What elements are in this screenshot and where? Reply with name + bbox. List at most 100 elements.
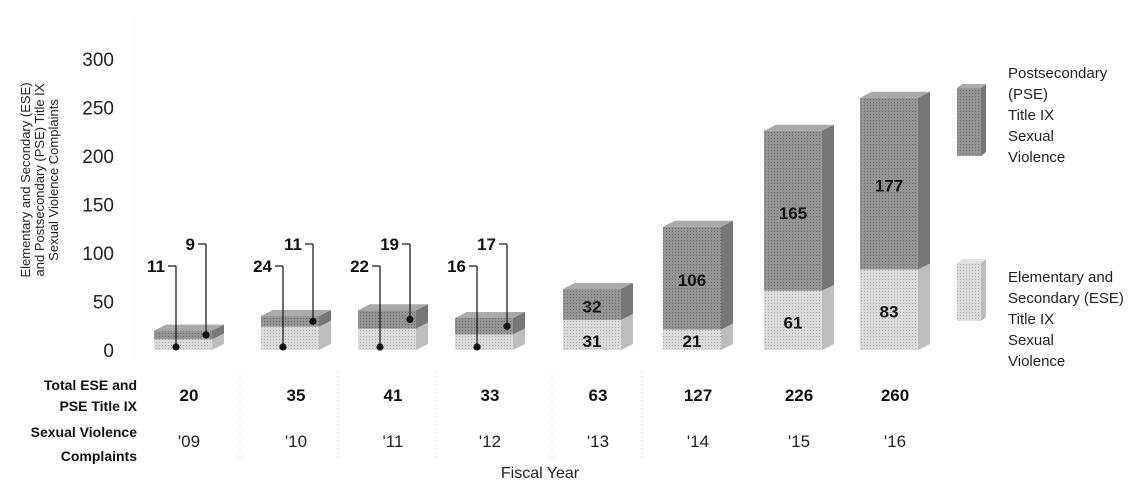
legend-swatch-ese (957, 259, 986, 321)
pse-bar (764, 130, 822, 291)
year-label: '13 (587, 432, 609, 451)
ese-bar-side (621, 313, 633, 350)
year-label: '11 (383, 432, 404, 451)
year-label: '09 (178, 432, 200, 451)
ese-bar-side (513, 328, 525, 350)
year-label: '16 (884, 432, 906, 451)
y-tick-label: 150 (82, 196, 114, 217)
x-axis-label: Fiscal Year (501, 465, 580, 482)
ese-bar (860, 269, 918, 350)
pse-leader-dot (309, 317, 317, 325)
pse-bar (358, 310, 416, 329)
totals-row-label-line: Sexual Violence (31, 424, 138, 440)
legend-label-ese-line: Title IX (1008, 311, 1054, 328)
bar-group-15: 165 61 (764, 124, 834, 350)
y-tick-label: 200 (82, 147, 114, 168)
total-value: 20 (180, 386, 199, 405)
pse-bar-side (822, 124, 834, 291)
y-tick-label: 0 (103, 341, 114, 362)
total-value: 41 (384, 386, 403, 405)
pse-leader-dot (503, 322, 511, 330)
ese-bar (764, 290, 822, 350)
bar-group-13: 32 31 (563, 282, 633, 351)
pse-bar (860, 97, 918, 270)
totals-row-label-line: Complaints (61, 448, 137, 464)
pse-value-label: 32 (583, 297, 602, 316)
pse-leader-dot (406, 315, 414, 324)
totals-row-label-line: PSE Title IX (59, 398, 137, 414)
legend-swatch-side (981, 84, 986, 156)
pse-value-label: 177 (875, 177, 903, 196)
ese-value-label: 31 (583, 332, 602, 351)
legend-label-pse-line: Title IX (1008, 107, 1054, 124)
legend-label-ese-line: Violence (1008, 353, 1065, 370)
pse-bar-top (358, 304, 428, 311)
y-tick-label: 100 (82, 244, 114, 265)
legend-label-ese-line: Sexual (1008, 332, 1054, 349)
year-label: '14 (687, 432, 709, 451)
pse-bar-side (319, 310, 331, 327)
totals-and-years: Total ESE and PSE Title IX Sexual Violence… (31, 372, 909, 464)
year-label: '15 (788, 432, 810, 451)
pse-bar (154, 330, 212, 340)
pse-bar-top (764, 124, 834, 131)
legend-label-ese-line: Elementary and (1008, 269, 1113, 286)
pse-bar (455, 317, 513, 335)
pse-callout-label: 9 (186, 235, 195, 254)
bar-group-09: 11 9 (147, 235, 224, 351)
year-label: '10 (285, 432, 307, 451)
pse-bar-side (212, 324, 224, 340)
ese-bar-side (822, 284, 834, 350)
ese-bar (261, 326, 319, 350)
ese-bar (563, 319, 621, 350)
ese-bar (455, 334, 513, 350)
pse-bar-top (154, 324, 224, 331)
legend-swatch (957, 263, 981, 321)
legend-swatch-side (981, 259, 986, 321)
y-axis-label-line: Sexual Violence Complaints (46, 99, 61, 261)
y-axis-label-line: Elementary and Secondary (ESE) (18, 82, 33, 277)
pse-bar-top (455, 311, 525, 318)
ese-bar (154, 339, 212, 350)
pse-bar-side (416, 304, 428, 329)
ese-bar-side (212, 333, 224, 350)
pse-bar-side (918, 91, 930, 270)
total-value: 226 (785, 386, 813, 405)
ese-bar-side (319, 320, 331, 350)
pse-bar (261, 316, 319, 327)
y-axis-label: Elementary and Secondary (ESE)and Postse… (18, 82, 61, 277)
pse-bar (563, 288, 621, 320)
pse-bar-top (860, 91, 930, 98)
y-tick-label: 250 (82, 99, 114, 120)
pse-bar-side (513, 311, 525, 335)
year-label: '12 (479, 432, 501, 451)
pse-bar (663, 226, 721, 330)
y-tick-label: 50 (93, 293, 114, 314)
ese-callout-label: 24 (253, 257, 272, 276)
legend-swatch-pse (957, 84, 986, 156)
total-value: 35 (287, 386, 306, 405)
total-value: 127 (684, 386, 712, 405)
legend-label-pse-line: Postsecondary (1008, 65, 1108, 82)
ese-callout-label: 22 (350, 257, 369, 276)
ese-leader-dot (279, 343, 287, 351)
pse-bar-top (663, 220, 733, 227)
ese-bar-side (721, 323, 733, 350)
bar-group-11: 22 19 (350, 235, 428, 351)
pse-callout-label: 19 (380, 235, 399, 254)
pse-value-label: 165 (779, 204, 807, 223)
ese-value-label: 61 (784, 313, 803, 332)
legend: Postsecondary (PSE) Title IX Sexual Violence… (957, 65, 1124, 370)
y-tick-label: 300 (82, 50, 114, 71)
ese-bar-side (416, 322, 428, 350)
ese-leader-dot (376, 343, 384, 351)
pse-leader-dot (202, 331, 210, 339)
pse-bar-top (261, 310, 331, 317)
ese-bar (663, 329, 721, 350)
total-value: 63 (589, 386, 608, 405)
legend-swatch (957, 88, 981, 156)
ese-leader-dot (473, 343, 481, 351)
